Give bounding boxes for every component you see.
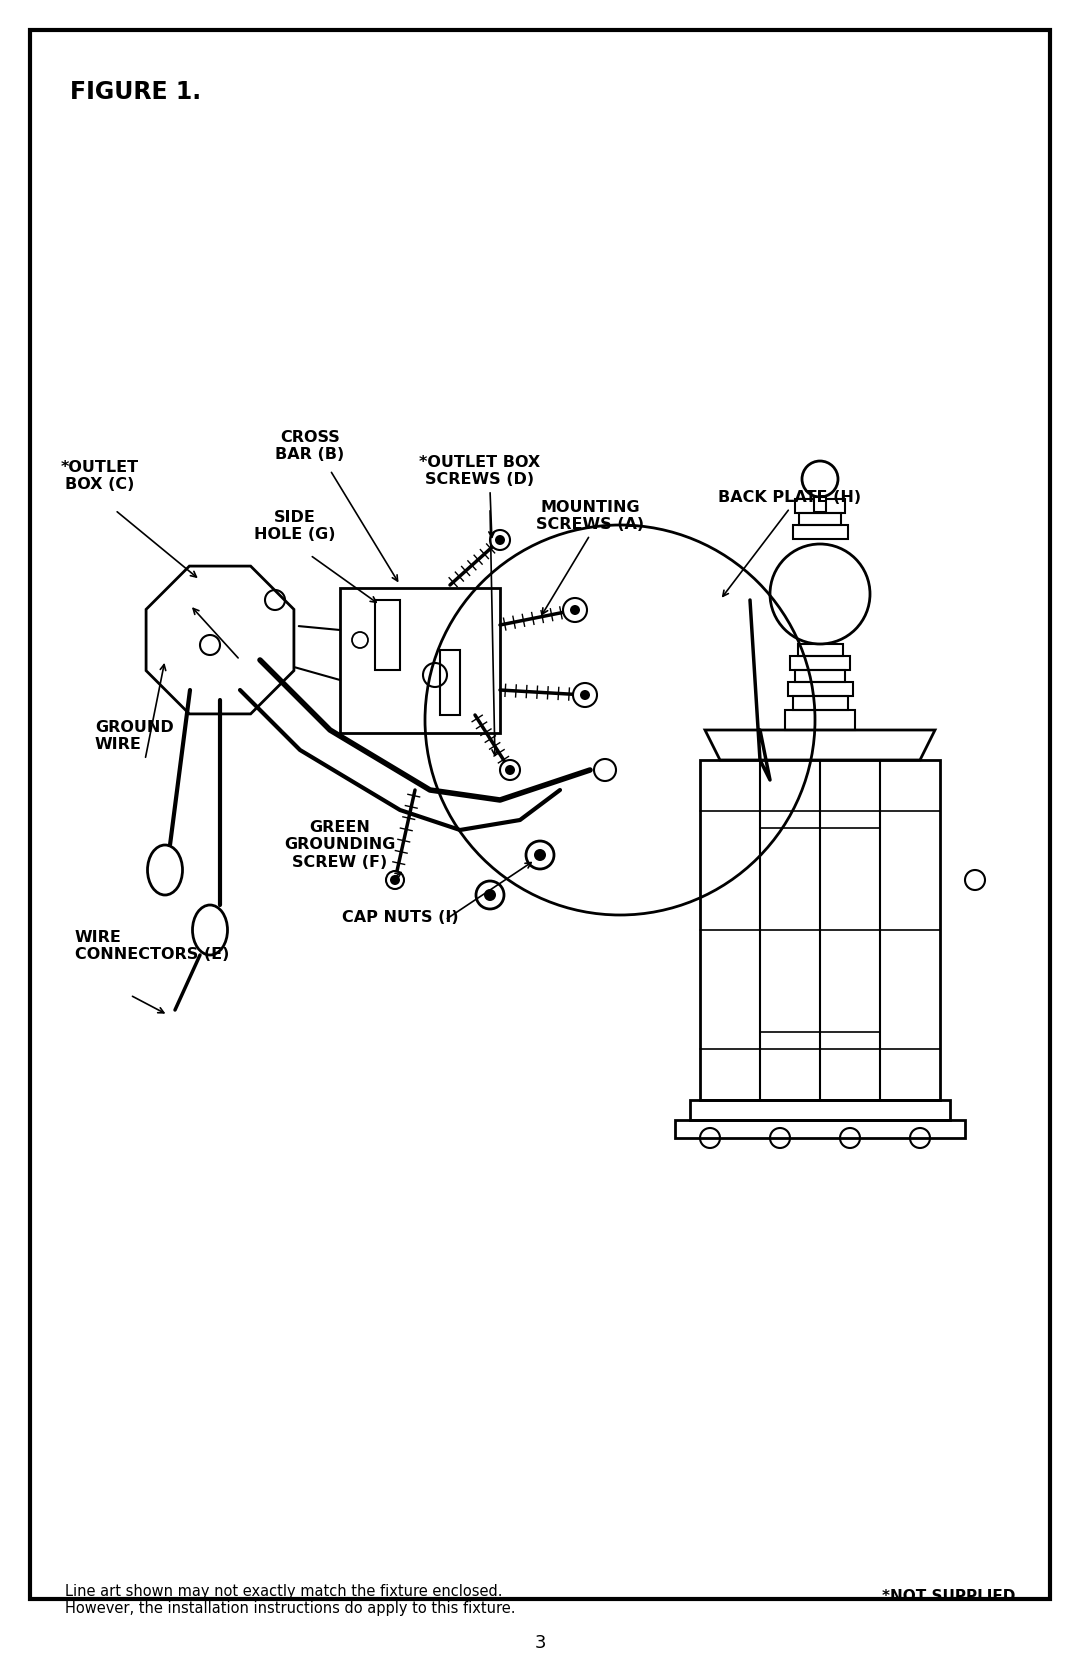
- Circle shape: [495, 536, 505, 546]
- Circle shape: [490, 531, 510, 551]
- Circle shape: [966, 870, 985, 890]
- Bar: [440, 649, 460, 714]
- Circle shape: [570, 604, 580, 614]
- Bar: [340, 587, 500, 733]
- Text: BACK PLATE (H): BACK PLATE (H): [718, 491, 862, 506]
- Text: MOUNTING
SCREWS (A): MOUNTING SCREWS (A): [536, 501, 644, 532]
- Text: *OUTLET
BOX (C): *OUTLET BOX (C): [60, 461, 139, 492]
- Ellipse shape: [148, 845, 183, 895]
- Ellipse shape: [192, 905, 228, 955]
- Text: *OUTLET BOX
SCREWS (D): *OUTLET BOX SCREWS (D): [419, 456, 541, 487]
- Bar: [760, 828, 880, 1031]
- Text: 3: 3: [535, 1634, 545, 1652]
- Bar: [690, 1100, 950, 1120]
- Circle shape: [500, 759, 519, 779]
- Circle shape: [563, 598, 588, 623]
- Bar: [675, 1120, 966, 1138]
- Bar: [375, 599, 400, 669]
- Circle shape: [802, 461, 838, 497]
- Text: FIGURE 1.: FIGURE 1.: [70, 80, 201, 103]
- Bar: [795, 499, 845, 512]
- Circle shape: [573, 683, 597, 708]
- Circle shape: [484, 890, 496, 901]
- Text: CROSS
BAR (B): CROSS BAR (B): [275, 431, 345, 462]
- Bar: [700, 759, 940, 1100]
- Text: *NOT SUPPLIED: *NOT SUPPLIED: [881, 1589, 1015, 1604]
- Bar: [795, 669, 845, 683]
- Text: SIDE
HOLE (G): SIDE HOLE (G): [254, 511, 336, 542]
- Circle shape: [386, 871, 404, 890]
- Circle shape: [476, 881, 504, 910]
- Bar: [798, 644, 843, 656]
- Circle shape: [526, 841, 554, 870]
- Bar: [793, 696, 848, 709]
- Circle shape: [390, 875, 400, 885]
- Bar: [793, 526, 848, 539]
- Bar: [785, 709, 855, 729]
- Bar: [799, 512, 841, 526]
- Bar: [788, 683, 853, 696]
- Circle shape: [534, 850, 546, 861]
- Text: GREEN
GROUNDING
SCREW (F): GREEN GROUNDING SCREW (F): [284, 819, 395, 870]
- Bar: [814, 497, 826, 512]
- Text: GROUND
WIRE: GROUND WIRE: [95, 719, 174, 753]
- Circle shape: [580, 689, 590, 699]
- Text: WIRE
CONNECTORS (E): WIRE CONNECTORS (E): [75, 930, 229, 963]
- Bar: [789, 656, 850, 669]
- Text: CAP NUTS (I): CAP NUTS (I): [341, 910, 458, 925]
- Text: Line art shown may not exactly match the fixture enclosed.
However, the installa: Line art shown may not exactly match the…: [65, 1584, 515, 1616]
- Circle shape: [505, 764, 515, 774]
